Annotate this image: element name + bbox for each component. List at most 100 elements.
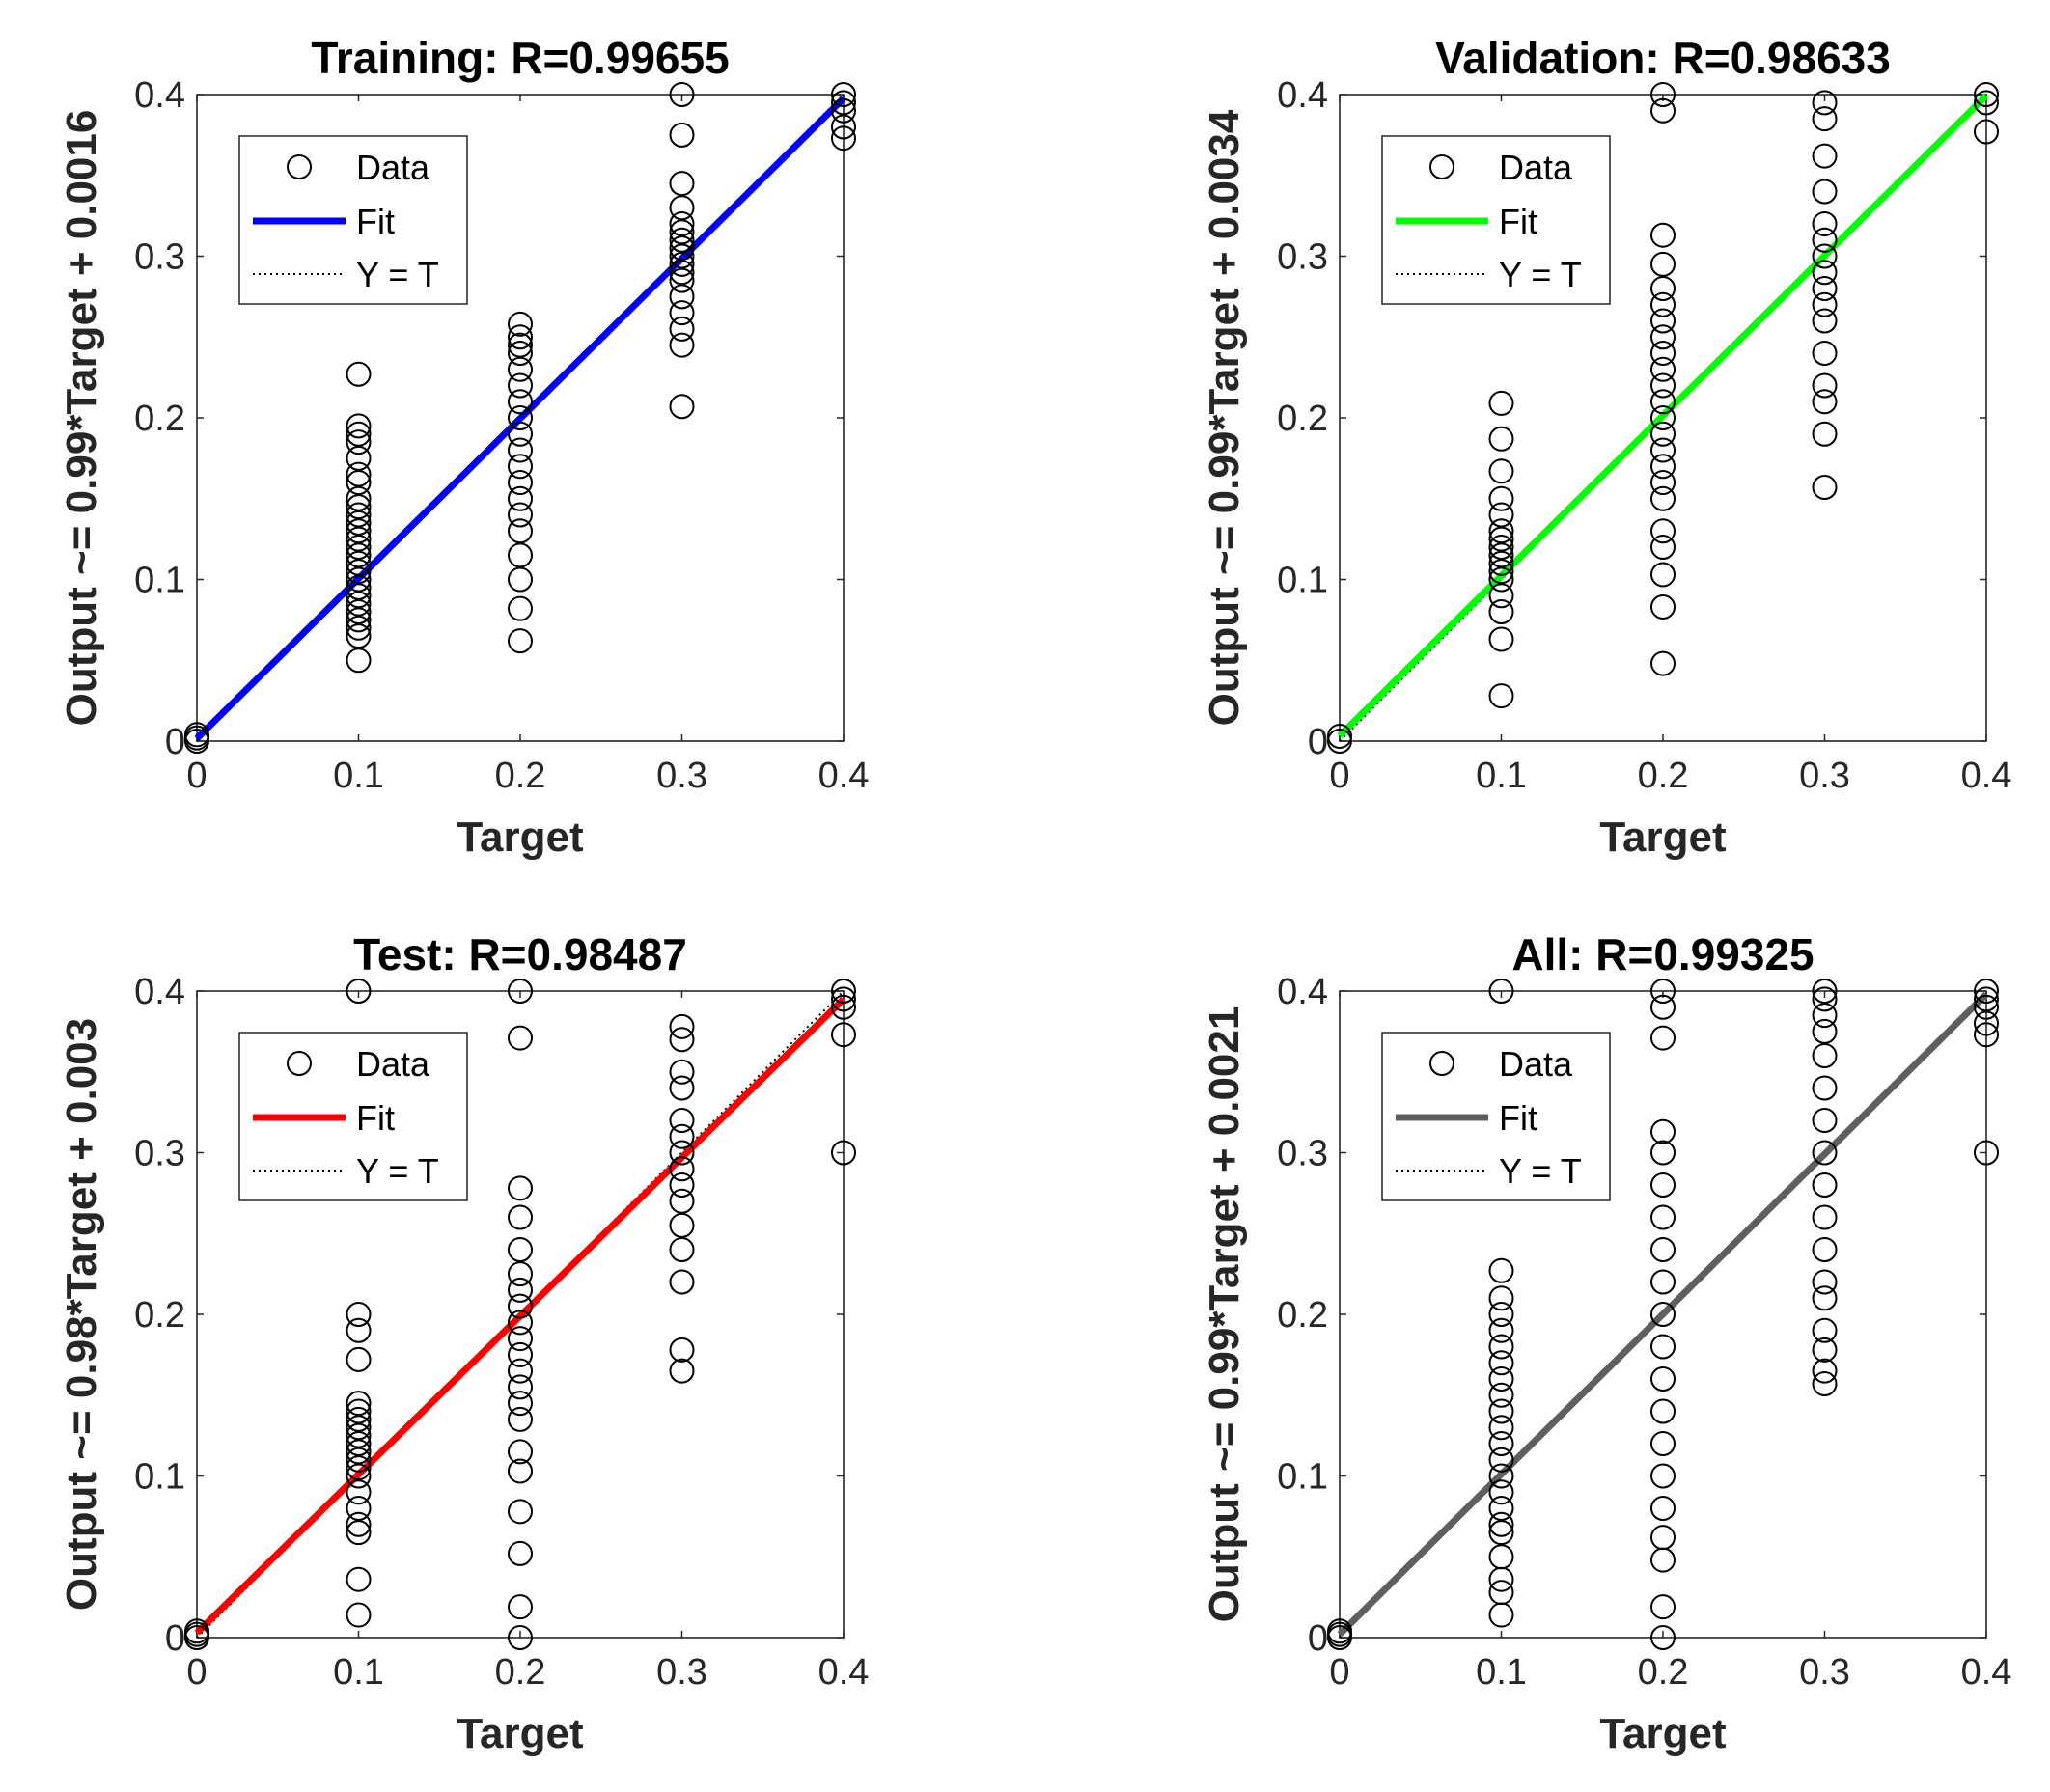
- data-point: [1650, 421, 1676, 447]
- y-tick-label: 0.1: [1277, 1457, 1328, 1498]
- data-point: [346, 1317, 372, 1343]
- data-point: [1650, 1302, 1676, 1327]
- data-point: [1812, 1337, 1838, 1363]
- data-point: [508, 1293, 533, 1319]
- data-point: [346, 550, 372, 576]
- data-point: [831, 90, 856, 116]
- y-axis-label: Output ~= 0.99*Target + 0.0021: [1201, 1006, 1248, 1623]
- data-point: [1488, 1520, 1514, 1546]
- data-point: [1650, 1334, 1676, 1360]
- data-point: [669, 284, 695, 310]
- data-point: [1488, 1398, 1514, 1424]
- data-point: [508, 628, 533, 654]
- data-point: [346, 979, 372, 1004]
- data-point: [1650, 1594, 1676, 1620]
- data-point: [1812, 979, 1838, 1004]
- data-point: [1812, 90, 1838, 116]
- data-point: [508, 341, 533, 366]
- data-point: [1974, 979, 1999, 1004]
- y-tick-label: 0.3: [1277, 1134, 1328, 1174]
- data-point: [1974, 1140, 1999, 1166]
- data-point: [508, 1458, 533, 1484]
- x-tick-label: 0: [186, 1652, 207, 1693]
- data-point: [1650, 1237, 1676, 1262]
- data-point: [346, 1496, 372, 1521]
- data-point: [1812, 260, 1838, 286]
- data-point: [669, 1156, 695, 1182]
- data-point: [1650, 1366, 1676, 1392]
- data-point: [508, 470, 533, 495]
- data-point: [346, 502, 372, 528]
- data-point: [1488, 485, 1514, 511]
- data-point: [1488, 426, 1514, 452]
- data-point: [346, 583, 372, 609]
- data-point: [346, 607, 372, 633]
- data-point: [1488, 1366, 1514, 1392]
- y-tick-label: 0: [1308, 1618, 1328, 1659]
- data-point: [508, 405, 533, 430]
- data-point: [669, 219, 695, 245]
- data-point: [508, 356, 533, 382]
- x-tick-label: 0.3: [1799, 1652, 1850, 1693]
- data-point: [1812, 1018, 1838, 1044]
- data-point: [1650, 470, 1676, 495]
- data-point: [346, 566, 372, 593]
- data-point: [508, 1204, 533, 1230]
- test-regression-panel: 0 0.1 0.2 0.3 0.4 0 0.1 0.2 0.3 0.4 Data Fit Y = T Te…: [58, 929, 869, 1757]
- data-point: [669, 267, 695, 293]
- data-point: [1812, 1358, 1838, 1384]
- data-point: [1650, 308, 1676, 334]
- data-point: [508, 372, 533, 399]
- chart-title: All: R=0.99325: [1511, 929, 1814, 979]
- data-point: [1488, 1382, 1514, 1408]
- data-point: [1650, 389, 1676, 415]
- y-tick-label: 0.4: [134, 75, 185, 116]
- data-point: [346, 526, 372, 552]
- data-point: [1650, 437, 1676, 463]
- data-point: [1650, 341, 1676, 366]
- data-point: [1650, 1525, 1676, 1551]
- data-point: [508, 1358, 533, 1384]
- data-point: [508, 1310, 533, 1336]
- data-point: [669, 1013, 695, 1039]
- data-point: [1488, 1317, 1514, 1343]
- fit-line: [1337, 991, 1989, 1637]
- legend-entry-label: Fit: [356, 202, 395, 241]
- data-point: [1650, 1463, 1676, 1489]
- data-point: [669, 1188, 695, 1214]
- data-point: [1812, 475, 1838, 501]
- data-point: [669, 1237, 695, 1262]
- fit-line: [194, 996, 846, 1636]
- data-point: [508, 1175, 533, 1201]
- x-tick-label: 0.3: [656, 756, 707, 796]
- x-tick-label: 0.4: [818, 1652, 870, 1693]
- legend-entry-label: Fit: [356, 1098, 395, 1138]
- x-axis-label: Target: [1599, 1710, 1727, 1757]
- data-point: [346, 445, 372, 471]
- x-tick-label: 0.3: [1799, 756, 1850, 796]
- data-point: [1488, 1544, 1514, 1570]
- validation-regression-panel: 0 0.1 0.2 0.3 0.4 0 0.1 0.2 0.3 0.4 Data Fit Y = T Va…: [1201, 33, 2011, 861]
- data-point: [1650, 994, 1676, 1020]
- data-point: [508, 324, 533, 350]
- data-point: [346, 591, 372, 617]
- data-point: [1812, 1003, 1838, 1029]
- data-point: [669, 260, 695, 286]
- y-tick-label: 0.2: [1277, 399, 1328, 439]
- data-point: [346, 485, 372, 511]
- data-point: [669, 1337, 695, 1363]
- y-axis-label: Output ~= 0.98*Target + 0.003: [58, 1018, 105, 1611]
- data-point: [508, 421, 533, 447]
- data-point: [508, 502, 533, 528]
- data-point: [1650, 1118, 1676, 1144]
- y-tick-label: 0: [165, 722, 185, 762]
- data-point: [669, 235, 695, 262]
- y-tick-label: 0.2: [134, 399, 185, 439]
- data-point: [831, 986, 856, 1012]
- y-tick-label: 0.1: [1277, 561, 1328, 601]
- data-point: [1488, 566, 1514, 593]
- data-point: [1650, 1140, 1676, 1166]
- x-tick-label: 0: [1329, 756, 1349, 796]
- data-point: [1650, 485, 1676, 511]
- data-point: [669, 1059, 695, 1085]
